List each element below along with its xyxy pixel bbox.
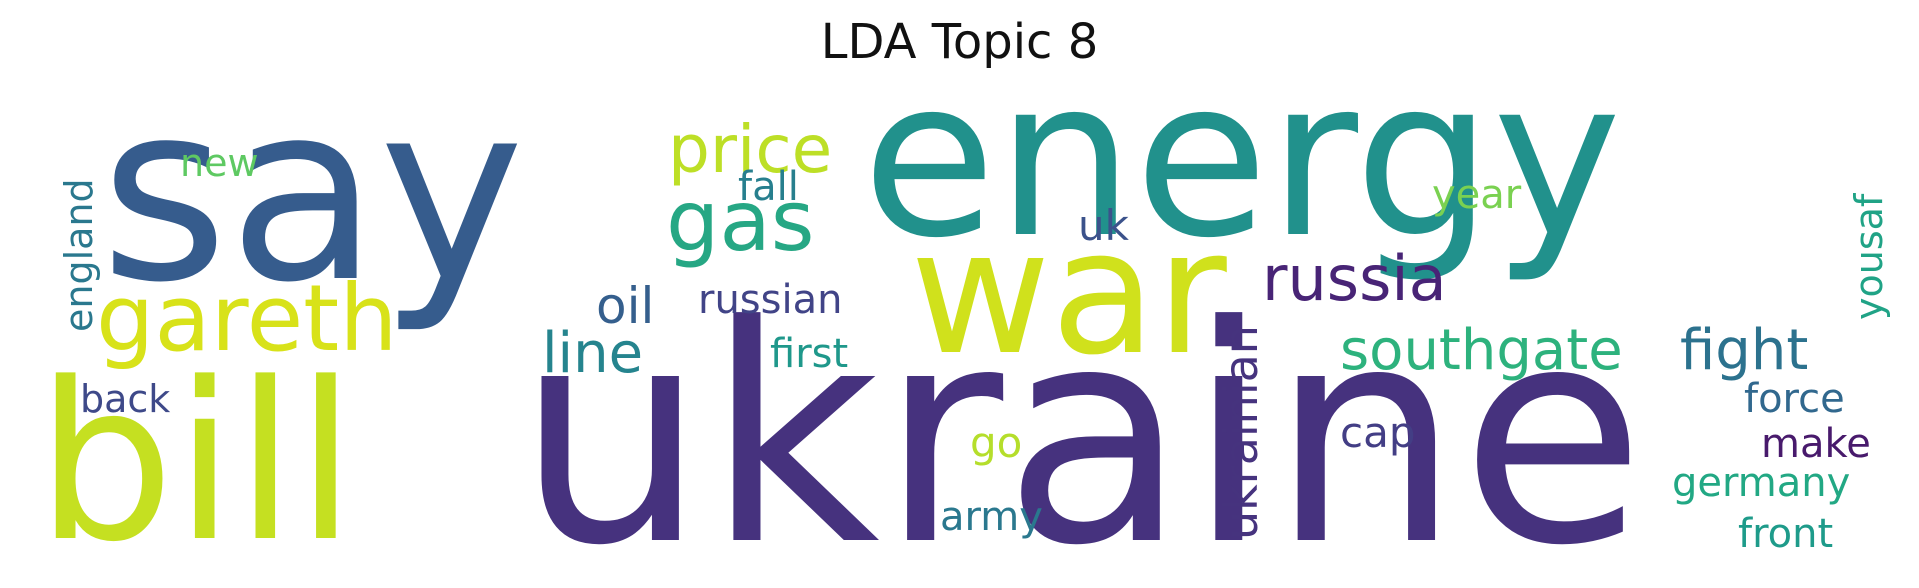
word-ukrainian: ukrainian: [1214, 325, 1268, 540]
word-russia: russia: [1262, 242, 1447, 315]
word-energy: energy: [862, 33, 1622, 286]
word-price: price: [668, 111, 832, 188]
word-germany: germany: [1672, 460, 1850, 506]
word-fall: fall: [738, 164, 799, 210]
word-front: front: [1738, 511, 1833, 557]
word-fight: fight: [1680, 318, 1808, 383]
word-russian: russian: [698, 277, 842, 323]
word-say: say: [100, 51, 525, 337]
word-new: new: [180, 141, 259, 185]
word-go: go: [970, 418, 1022, 467]
word-make: make: [1761, 421, 1871, 467]
word-ukraine: ukraine: [516, 262, 1645, 588]
word-yousaf: yousaf: [1847, 192, 1891, 320]
word-line: line: [542, 321, 643, 386]
word-england: england: [57, 178, 101, 332]
word-uk: uk: [1078, 201, 1130, 250]
word-gareth: gareth: [96, 265, 398, 372]
word-year: year: [1432, 172, 1522, 218]
word-southgate: southgate: [1340, 318, 1623, 383]
word-gas: gas: [666, 172, 815, 270]
word-army: army: [940, 494, 1043, 540]
word-cap: cap: [1340, 408, 1416, 457]
word-war: war: [910, 192, 1227, 393]
word-bill: bill: [36, 337, 356, 588]
word-first: first: [770, 331, 848, 377]
word-force: force: [1744, 376, 1845, 422]
word-back: back: [80, 377, 170, 421]
chart-title: LDA Topic 8: [820, 14, 1099, 70]
word-oil: oil: [596, 277, 654, 335]
